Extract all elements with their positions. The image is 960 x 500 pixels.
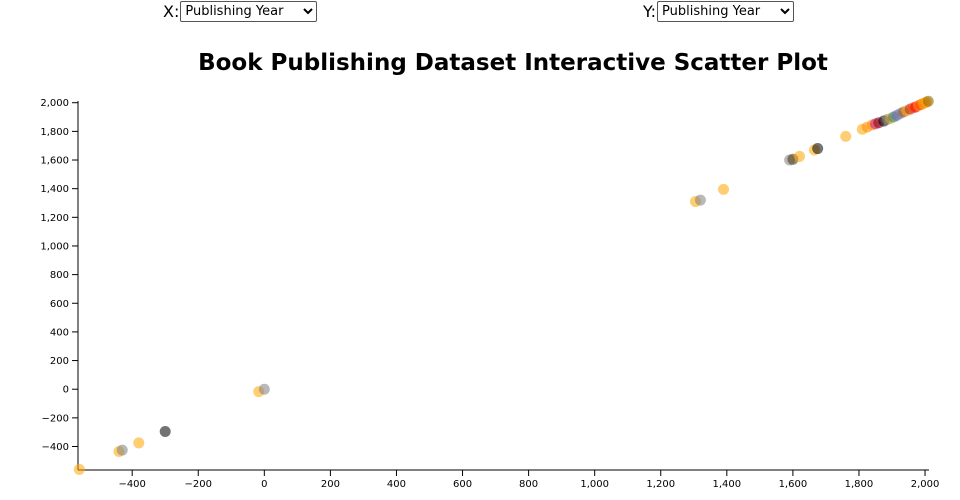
y-tick-label: 600	[50, 299, 69, 310]
data-point	[159, 425, 171, 437]
y-tick-label: −200	[42, 413, 69, 424]
x-axis-control: X: Publishing Year	[163, 1, 318, 22]
x-tick-label: −200	[185, 479, 212, 490]
x-tick-label: 400	[387, 479, 406, 490]
x-tick-label: −400	[118, 479, 145, 490]
y-tick-label: −400	[42, 442, 69, 453]
data-point	[718, 183, 730, 195]
y-tick-label: 1,600	[40, 156, 69, 167]
x-tick-label: 1,000	[580, 479, 609, 490]
x-tick-label: 600	[453, 479, 472, 490]
y-tick-label: 1,000	[40, 241, 69, 252]
x-tick-label: 800	[519, 479, 538, 490]
data-point	[812, 143, 824, 155]
y-label: Y:	[643, 2, 657, 21]
data-point	[794, 150, 805, 162]
chart-title: Book Publishing Dataset Interactive Scat…	[198, 50, 828, 76]
x-tick-label: 1,400	[713, 479, 742, 490]
y-tick-label: 0	[63, 385, 69, 396]
data-point	[258, 383, 270, 395]
y-tick-label: 200	[50, 356, 69, 367]
x-tick-label: 0	[261, 479, 267, 490]
x-tick-label: 2,000	[911, 479, 940, 490]
data-point	[73, 463, 85, 475]
x-tick-label: 1,800	[845, 479, 874, 490]
data-point	[922, 95, 934, 107]
x-label: X:	[163, 2, 180, 21]
y-axis-select[interactable]: Publishing Year	[657, 1, 795, 22]
y-tick-label: 800	[50, 270, 69, 281]
y-axis-control: Y: Publishing Year	[643, 1, 795, 22]
x-tick-label: 1,200	[646, 479, 675, 490]
y-tick-label: 2,000	[40, 98, 69, 109]
data-point	[694, 194, 706, 206]
y-tick-label: 400	[50, 327, 69, 338]
data-point	[133, 437, 145, 449]
y-tick-label: 1,800	[40, 127, 69, 138]
x-tick-label: 200	[321, 479, 340, 490]
x-tick-label: 1,600	[779, 479, 808, 490]
data-point	[840, 130, 852, 142]
y-tick-label: 1,200	[40, 213, 69, 224]
x-axis-select[interactable]: Publishing Year	[180, 1, 318, 22]
data-point	[116, 444, 128, 456]
y-tick-label: 1,400	[40, 184, 69, 195]
